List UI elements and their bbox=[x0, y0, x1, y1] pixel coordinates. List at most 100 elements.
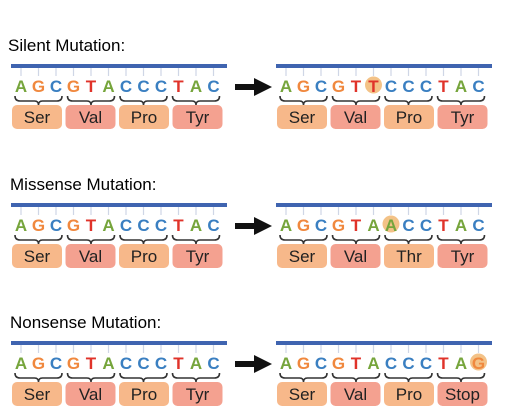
codon-box bbox=[330, 105, 381, 129]
codon-brace bbox=[331, 95, 381, 106]
arrow-head bbox=[254, 78, 272, 96]
codon-label: Val bbox=[344, 108, 367, 127]
codon-label: Ser bbox=[289, 385, 316, 404]
base-connector bbox=[320, 345, 322, 353]
codon-brace bbox=[436, 95, 486, 106]
codon-label: Pro bbox=[131, 247, 157, 266]
codon-box bbox=[330, 382, 381, 406]
base-connector bbox=[125, 68, 127, 76]
base-A: A bbox=[102, 216, 114, 235]
base-C: C bbox=[402, 354, 414, 373]
nonsense-mutation-title: Nonsense Mutation: bbox=[10, 313, 162, 332]
codon-box bbox=[172, 382, 223, 406]
base-connector bbox=[477, 345, 480, 353]
base-A: A bbox=[455, 77, 467, 96]
codon-label: Pro bbox=[396, 108, 422, 127]
base-connector bbox=[407, 68, 410, 76]
base-C: C bbox=[120, 77, 132, 96]
base-connector bbox=[285, 345, 287, 353]
codon-box bbox=[12, 105, 62, 129]
base-connector bbox=[142, 207, 145, 215]
base-connector bbox=[125, 207, 127, 215]
base-G: G bbox=[32, 354, 45, 373]
codon-box bbox=[65, 382, 116, 406]
base-C: C bbox=[315, 354, 327, 373]
base-T: T bbox=[351, 216, 362, 235]
codon-box bbox=[172, 244, 223, 268]
base-C: C bbox=[137, 354, 149, 373]
codon-brace bbox=[119, 234, 168, 245]
arrow-shaft bbox=[235, 361, 257, 367]
codon-box bbox=[119, 105, 169, 129]
codon-box bbox=[65, 105, 116, 129]
base-C: C bbox=[420, 77, 432, 96]
base-C: C bbox=[207, 77, 219, 96]
base-T: T bbox=[351, 77, 362, 96]
base-G: G bbox=[332, 77, 345, 96]
codon-brace bbox=[436, 372, 486, 383]
base-connector bbox=[355, 68, 357, 76]
base-connector bbox=[372, 207, 375, 215]
codon-label: Tyr bbox=[451, 247, 475, 266]
codon-brace bbox=[119, 95, 168, 106]
base-connector bbox=[20, 345, 22, 353]
codon-brace bbox=[66, 95, 116, 106]
base-A: A bbox=[455, 216, 467, 235]
codon-label: Ser bbox=[24, 247, 51, 266]
base-connector bbox=[477, 207, 480, 215]
base-T: T bbox=[173, 354, 184, 373]
codon-label: Stop bbox=[445, 385, 480, 404]
base-connector bbox=[477, 68, 480, 76]
base-connector bbox=[337, 68, 340, 76]
base-connector bbox=[320, 68, 322, 76]
base-connector bbox=[372, 68, 375, 76]
base-connector bbox=[55, 345, 57, 353]
base-G: G bbox=[297, 216, 310, 235]
codon-box bbox=[172, 105, 223, 129]
base-connector bbox=[195, 68, 197, 76]
codon-label: Ser bbox=[289, 247, 316, 266]
codon-label: Pro bbox=[396, 385, 422, 404]
base-connector bbox=[212, 68, 215, 76]
codon-brace bbox=[66, 372, 116, 383]
base-connector bbox=[107, 68, 110, 76]
base-C: C bbox=[155, 216, 167, 235]
codon-label: Pro bbox=[131, 108, 157, 127]
codon-box bbox=[384, 105, 434, 129]
codon-box bbox=[437, 105, 488, 129]
base-connector bbox=[390, 207, 392, 215]
base-connector bbox=[285, 68, 287, 76]
missense-mutated-backbone bbox=[276, 203, 492, 207]
base-A: A bbox=[280, 216, 292, 235]
base-connector bbox=[337, 207, 340, 215]
arrow-shaft bbox=[235, 223, 257, 229]
base-C: C bbox=[472, 77, 484, 96]
base-connector bbox=[177, 68, 180, 76]
codon-box bbox=[119, 382, 169, 406]
codon-label: Tyr bbox=[186, 108, 210, 127]
base-connector bbox=[425, 207, 427, 215]
base-A: A bbox=[385, 216, 397, 235]
base-connector bbox=[390, 68, 392, 76]
codon-brace bbox=[384, 95, 433, 106]
codon-brace bbox=[171, 372, 221, 383]
arrow-head bbox=[254, 355, 272, 373]
base-T: T bbox=[438, 216, 449, 235]
base-connector bbox=[212, 345, 215, 353]
mutation-highlight bbox=[382, 215, 400, 233]
mutation-highlight bbox=[365, 76, 382, 94]
base-connector bbox=[425, 345, 427, 353]
base-A: A bbox=[190, 354, 202, 373]
codon-label: Val bbox=[79, 385, 102, 404]
base-C: C bbox=[50, 77, 62, 96]
base-connector bbox=[285, 207, 287, 215]
base-A: A bbox=[15, 354, 27, 373]
base-connector bbox=[460, 68, 462, 76]
base-T: T bbox=[438, 354, 449, 373]
base-connector bbox=[125, 345, 127, 353]
codon-box bbox=[12, 382, 62, 406]
base-G: G bbox=[67, 354, 80, 373]
base-C: C bbox=[120, 354, 132, 373]
codon-box bbox=[65, 244, 116, 268]
codon-brace bbox=[171, 95, 221, 106]
